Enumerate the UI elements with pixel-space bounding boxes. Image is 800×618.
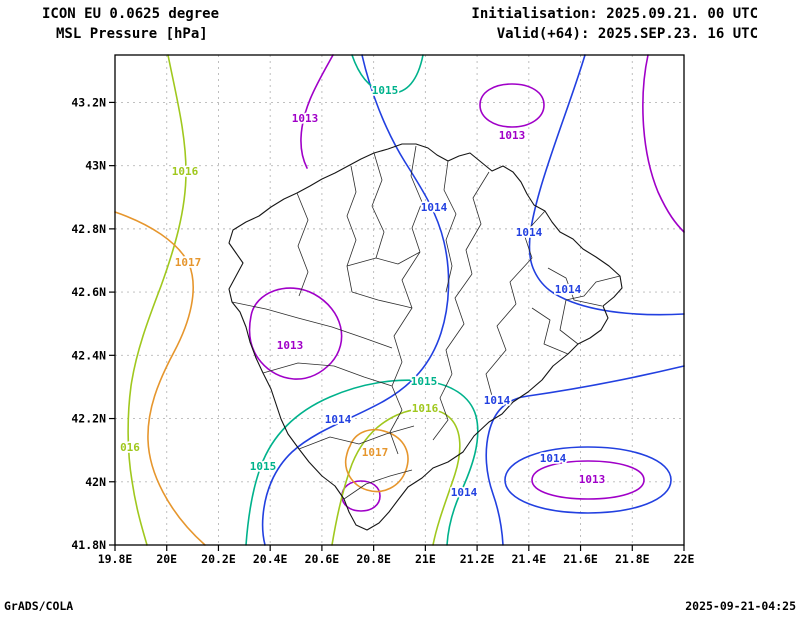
- contour-label: 1013: [277, 339, 304, 352]
- contour-line: [331, 408, 461, 546]
- y-tick-label: 42.6N: [71, 285, 106, 299]
- tick-labels: 19.8E 20E 20.2E 20.4E 20.6E 20.8E 21E 21.2E 21.4…: [71, 95, 694, 566]
- contour-line: [642, 54, 685, 233]
- contour-line: [479, 83, 545, 128]
- map-internal-boundary: [391, 251, 421, 387]
- initialisation-time: Initialisation: 2025.09.21. 00 UTC: [471, 6, 758, 22]
- x-tick-label: 20.6E: [305, 552, 340, 566]
- contour-labels: 1013 1013 1013 1013 1014 1014 1014 1014 1014 1014…: [118, 82, 607, 501]
- x-tick-label: 21.4E: [512, 552, 547, 566]
- contour-label: 016: [120, 441, 140, 454]
- x-tick-label: 19.8E: [98, 552, 133, 566]
- map-outline: [228, 143, 623, 531]
- map-internal-boundary: [231, 301, 393, 349]
- map-internal-boundary: [298, 425, 415, 450]
- map-internal-boundary: [375, 251, 421, 265]
- x-tick-label: 22E: [674, 552, 695, 566]
- map-internal-boundary: [346, 257, 377, 267]
- contour-label: 1013: [499, 129, 526, 142]
- y-tick-label: 42.2N: [71, 412, 106, 426]
- contour-label: 1014: [555, 283, 582, 296]
- map-internal-boundary: [346, 165, 357, 293]
- lat-lon-grid: [115, 55, 684, 545]
- axis-frame: [114, 54, 685, 546]
- map-internal-boundary: [389, 385, 403, 455]
- map-internal-boundary: [485, 303, 517, 397]
- map-internal-boundary: [343, 469, 413, 500]
- map-internal-boundary: [432, 373, 453, 441]
- contour-line: [504, 446, 672, 514]
- map-internal-boundary: [371, 152, 385, 259]
- contour-label: 1016: [412, 402, 439, 415]
- contour-line: [341, 480, 381, 512]
- contour-label: 1017: [175, 256, 202, 269]
- y-tick-label: 42N: [85, 475, 106, 489]
- map-internal-boundary: [262, 362, 393, 387]
- contour-line: [248, 287, 343, 380]
- map-internal-boundary: [531, 307, 569, 355]
- creation-timestamp: 2025-09-21-04:25: [685, 599, 796, 613]
- map-internal-boundary: [351, 291, 413, 309]
- contour-label: 1013: [579, 473, 606, 486]
- contour-line: [344, 428, 409, 493]
- map-internal-boundary: [559, 299, 579, 345]
- contour-line: [114, 211, 206, 546]
- contour-label: 1013: [292, 112, 319, 125]
- contour-label: 1014: [325, 413, 352, 426]
- contour-level-1017: [114, 211, 409, 546]
- map-internal-boundary: [547, 267, 603, 307]
- x-tick-label: 21E: [415, 552, 436, 566]
- x-tick-label: 21.6E: [563, 552, 598, 566]
- contour-line: [300, 54, 334, 169]
- field-title: MSL Pressure [hPa]: [56, 26, 208, 42]
- map-internal-boundary: [410, 145, 423, 253]
- contour-layer: [114, 54, 685, 546]
- map-boundaries: [228, 143, 623, 531]
- contour-line: [531, 460, 645, 500]
- contour-label: 1015: [372, 84, 399, 97]
- contour-label: 1016: [172, 165, 199, 178]
- y-tick-label: 41.8N: [71, 538, 106, 552]
- y-tick-label: 42.8N: [71, 222, 106, 236]
- model-title: ICON EU 0.0625 degree: [42, 6, 220, 22]
- x-tick-label: 20.2E: [201, 552, 236, 566]
- contour-level-1015: [245, 54, 479, 546]
- map-internal-boundary: [465, 171, 490, 275]
- x-tick-label: 20.4E: [253, 552, 288, 566]
- contour-line: [485, 365, 685, 546]
- contour-line: [127, 54, 187, 546]
- y-tick-label: 43.2N: [71, 95, 106, 109]
- map-internal-boundary: [296, 192, 309, 297]
- contour-level-1016: [127, 54, 461, 546]
- contour-label: 1015: [250, 460, 277, 473]
- contour-label: 1014: [484, 394, 511, 407]
- x-tick-label: 21.2E: [460, 552, 495, 566]
- grads-credit: GrADS/COLA: [4, 599, 74, 613]
- map-internal-boundary: [445, 273, 473, 375]
- map-internal-boundary: [443, 160, 457, 293]
- y-tick-label: 43N: [85, 159, 106, 173]
- contour-level-1013: [248, 54, 685, 512]
- contour-label: 1014: [421, 201, 448, 214]
- y-tick-label: 42.4N: [71, 348, 106, 362]
- x-tick-label: 20E: [156, 552, 177, 566]
- map-internal-boundary: [565, 275, 621, 301]
- contour-line: [261, 54, 450, 546]
- contour-label: 1014: [516, 226, 543, 239]
- x-tick-label: 21.8E: [615, 552, 650, 566]
- contour-label: 1015: [411, 375, 438, 388]
- contour-level-1014: [261, 54, 685, 546]
- map-internal-boundary: [509, 210, 546, 305]
- contour-line: [245, 379, 479, 546]
- valid-time: Valid(+64): 2025.SEP.23. 16 UTC: [496, 26, 758, 42]
- x-tick-label: 20.8E: [356, 552, 391, 566]
- contour-line: [528, 54, 685, 316]
- contour-line: [351, 54, 424, 94]
- contour-label: 1017: [362, 446, 389, 459]
- contour-label: 1014: [540, 452, 567, 465]
- contour-label: 1014: [451, 486, 478, 499]
